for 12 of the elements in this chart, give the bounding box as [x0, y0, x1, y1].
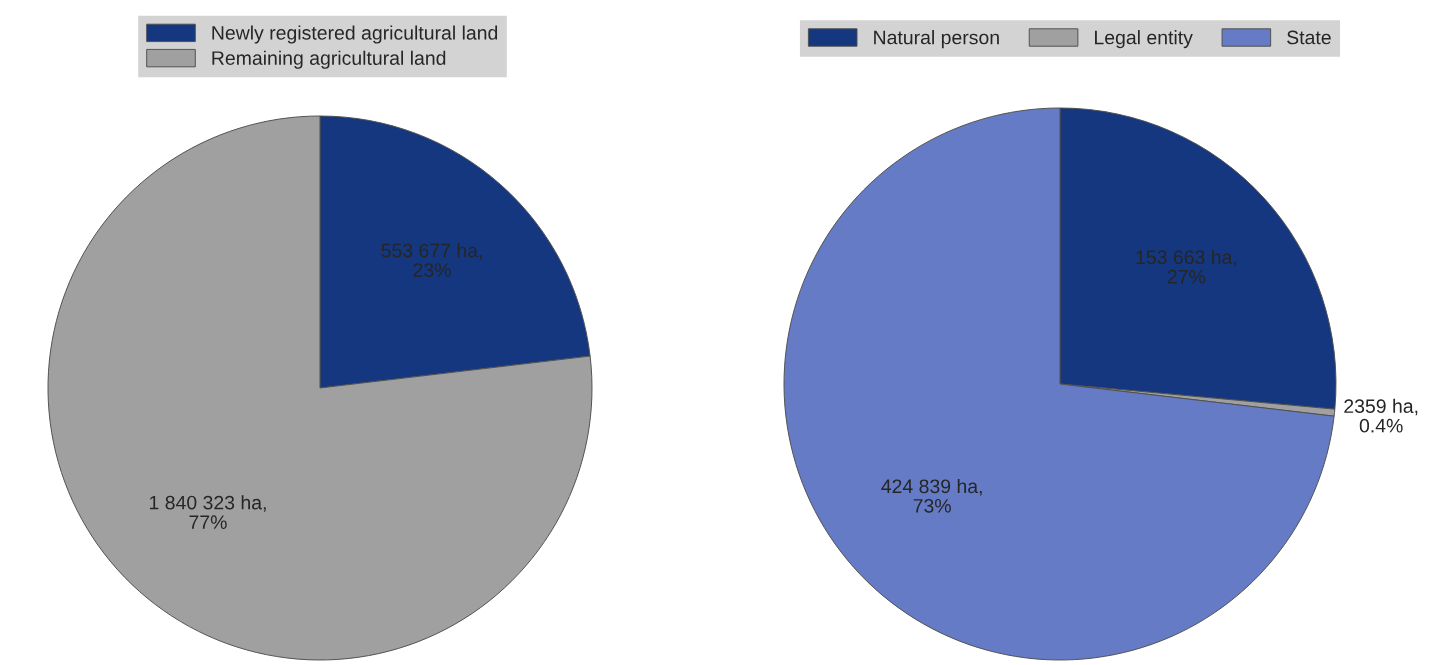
data-label: 2359 ha, 0.4% [1344, 398, 1418, 433]
legend-label: Newly registered agricultural land [212, 25, 498, 44]
data-label: 553 677 ha, 23% [381, 243, 482, 277]
legend-label: Natural person [874, 30, 999, 49]
legend-label: Legal entity [1095, 30, 1193, 49]
data-label: 153 663 ha, 27% [1136, 249, 1237, 284]
legend-label: State [1287, 30, 1331, 45]
legend-label: Remaining agricultural land [212, 50, 446, 69]
pie-slice [47, 115, 593, 661]
pie-slice [783, 107, 1335, 661]
data-label: 424 839 ha, 73% [881, 478, 982, 513]
data-label: 1 840 323 ha, 77% [149, 495, 266, 529]
